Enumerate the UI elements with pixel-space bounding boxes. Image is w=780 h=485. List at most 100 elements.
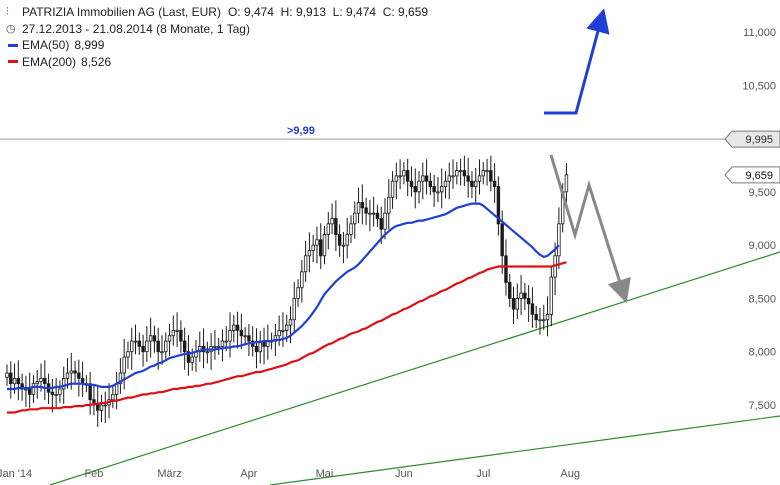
candle-body (122, 356, 126, 374)
candle-body (235, 324, 240, 331)
candle-body (160, 351, 164, 354)
candle-body (405, 170, 410, 182)
candle-body (526, 298, 531, 305)
candle-body (99, 404, 104, 411)
candlestick-icon: ⫶ (6, 6, 9, 18)
candle-body (103, 404, 107, 407)
candle-body (288, 319, 293, 326)
candle-body (474, 180, 478, 187)
candlesticks (5, 155, 569, 427)
candle-body (296, 287, 300, 299)
last-price-badge-label: 9,659 (745, 170, 773, 182)
trend-lines (0, 138, 780, 485)
x-tick-label: März (157, 468, 181, 480)
candle-body (213, 345, 217, 348)
x-tick-label: Mai (316, 468, 334, 480)
y-tick-label: 7,500 (748, 400, 776, 412)
candle-body (511, 298, 516, 310)
bearish-projection-arrow (549, 154, 631, 304)
candle-body (232, 324, 236, 331)
candle-body (292, 298, 296, 321)
candle-body (458, 170, 463, 172)
candle-body (545, 314, 550, 321)
candle-body (436, 191, 440, 194)
trendline-lower (269, 415, 780, 485)
candle-body (341, 244, 346, 247)
instrument-title: PATRIZIA Immobilien AG (Last, EUR) (22, 5, 221, 19)
x-tick-label: Jun (395, 468, 413, 480)
candle-body (413, 186, 417, 193)
candle-body (5, 372, 9, 378)
candle-body (43, 377, 47, 385)
candle-body (307, 250, 312, 257)
candle-body (220, 340, 225, 347)
resistance-badge-label: 9,995 (745, 134, 773, 146)
candle-body (281, 330, 285, 332)
ema-lines (7, 202, 567, 414)
candle-body (156, 340, 160, 353)
candle-body (315, 239, 319, 246)
candle-body (542, 319, 546, 322)
candle-body (148, 335, 153, 342)
candle-body (254, 345, 259, 353)
candle-body (190, 356, 194, 363)
candle-body (523, 292, 527, 299)
candle-body (171, 330, 176, 337)
legend-ema50-row: EMA(50) 8,999 (6, 37, 428, 54)
candle-body (349, 223, 353, 235)
candle-body (379, 218, 383, 230)
candle-body (409, 180, 414, 187)
resistance-badge-box (724, 130, 780, 148)
y-tick-label: 8,000 (748, 347, 776, 359)
candle-body (137, 340, 141, 347)
candle-body (277, 330, 281, 337)
trendline-upper (49, 251, 780, 485)
candle-body (390, 180, 395, 198)
candle-body (50, 391, 55, 395)
candle-body (16, 377, 21, 385)
candle-body (65, 372, 70, 379)
candle-body (243, 335, 247, 338)
candle-body (383, 212, 387, 230)
candle-body (216, 345, 221, 348)
ohlc-values: O: 9,474 H: 9,913 L: 9,474 C: 9,659 (227, 5, 429, 19)
candle-body (387, 196, 391, 214)
candle-body (319, 239, 323, 257)
candle-body (462, 170, 467, 177)
candle-body (24, 388, 28, 391)
candle-body (224, 340, 228, 343)
candle-body (485, 170, 489, 172)
candle-body (118, 372, 123, 385)
ema50-swatch (8, 43, 18, 47)
candle-body (496, 186, 501, 225)
candle-body (519, 292, 523, 299)
candle-body (394, 175, 399, 182)
candle-body (311, 244, 315, 251)
candle-body (27, 388, 32, 395)
ema50-label: EMA(50) (22, 38, 70, 52)
candle-body (549, 276, 554, 315)
bullish-projection-arrow (544, 8, 610, 115)
x-axis: Jan '14 Feb März Apr Mai Jun Jul Aug (0, 468, 580, 480)
candle-body (182, 340, 187, 353)
date-range: 27.12.2013 - 21.08.2014 (8 Monate, 1 Tag… (22, 21, 250, 36)
candle-body (451, 175, 455, 178)
candle-body (432, 186, 436, 193)
candle-body (492, 180, 497, 187)
chart-legend: ⫶ PATRIZIA Immobilien AG (Last, EUR) O: … (6, 4, 428, 70)
price-badges: 9,995 9,659 (724, 130, 780, 184)
candle-body (455, 170, 459, 177)
x-tick-label: Jan '14 (0, 468, 32, 480)
candle-body (515, 298, 519, 310)
candle-body (534, 314, 538, 321)
clock-icon: ◷ (6, 22, 16, 35)
candle-body (345, 234, 349, 246)
candle-body (164, 340, 168, 353)
candle-body (538, 319, 542, 322)
candle-body (530, 303, 535, 315)
candle-body (228, 330, 232, 342)
projection-arrows: >9,99 (287, 8, 631, 304)
candle-body (466, 175, 470, 182)
y-tick-label: 9,000 (748, 240, 776, 252)
